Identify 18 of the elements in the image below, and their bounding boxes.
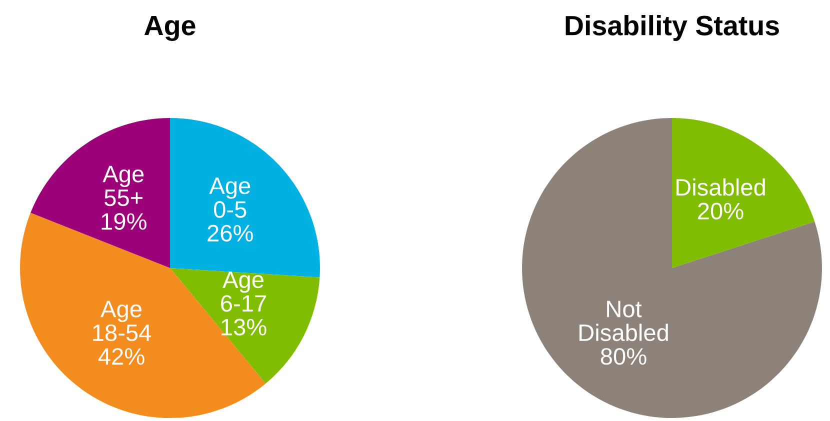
data-label: 20% bbox=[698, 202, 744, 220]
chart-title: Disability Status bbox=[566, 15, 779, 41]
slice-label: Age 55+ bbox=[102, 166, 144, 206]
slice-label: Age 6-17 bbox=[221, 272, 266, 312]
chart-title: Age bbox=[144, 16, 196, 41]
slice-label: Disabled bbox=[676, 178, 765, 196]
data-label: 19% bbox=[102, 213, 146, 230]
slice-label: Not Disabled bbox=[580, 300, 668, 342]
data-label: 13% bbox=[222, 318, 266, 336]
pie-slice bbox=[522, 118, 822, 418]
pie-slice bbox=[30, 118, 170, 268]
data-label: 26% bbox=[208, 224, 253, 242]
pie-slice bbox=[170, 268, 320, 384]
data-label: 42% bbox=[98, 348, 144, 365]
pie-slice bbox=[672, 118, 815, 268]
data-label: 80% bbox=[600, 348, 646, 365]
slice-label: Age 18-54 bbox=[93, 300, 152, 342]
slice-label: Age 0-5 bbox=[209, 178, 250, 218]
